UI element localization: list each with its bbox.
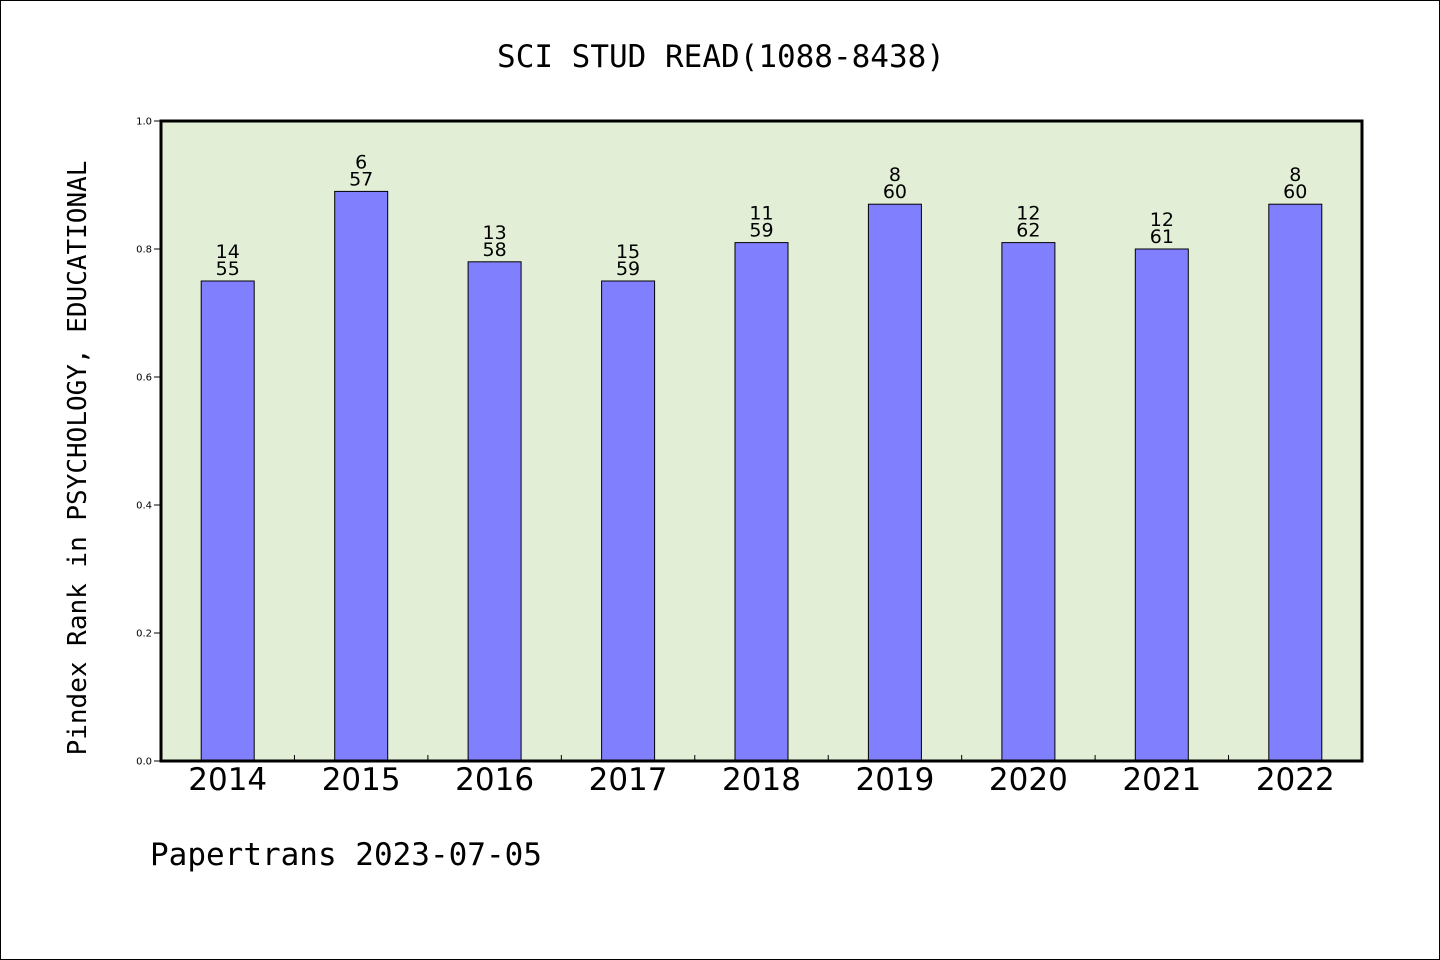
bar-2017 [601, 280, 656, 762]
x-tick-label-2017: 2017 [589, 762, 668, 798]
bar-2021 [1134, 248, 1189, 762]
chart-title: SCI STUD READ(1088-8438) [497, 39, 945, 75]
bar-total-label-2020: 62 [1016, 220, 1040, 242]
bar-total-label-2022: 60 [1283, 181, 1307, 203]
bar-total-label-2016: 58 [483, 239, 507, 261]
bar-rank-label-2016: 13 [483, 222, 507, 244]
y-tick-label-1: 0.2 [136, 629, 152, 640]
bar-total-label-2021: 61 [1150, 226, 1174, 248]
bar-rank-label-2015: 6 [355, 151, 367, 173]
bar-total-label-2018: 59 [749, 220, 773, 242]
x-tick-label-2018: 2018 [722, 762, 801, 798]
bar-rank-label-2014: 14 [216, 241, 240, 263]
y-tick-label-2: 0.4 [136, 501, 152, 512]
x-tick-label-2016: 2016 [455, 762, 534, 798]
bar-rank-label-2018: 11 [749, 203, 773, 225]
x-tick-label-2014: 2014 [188, 762, 267, 798]
y-tick-label-4: 0.8 [136, 245, 152, 256]
bar-2014 [200, 280, 255, 762]
x-tick-label-2020: 2020 [989, 762, 1068, 798]
plot-frame [159, 119, 1364, 763]
bar-2020 [1001, 242, 1056, 762]
bar-rank-label-2017: 15 [616, 241, 640, 263]
bar-2022 [1268, 203, 1323, 762]
bar-2016 [467, 261, 522, 762]
bar-2015 [334, 190, 389, 762]
y-axis-label: Pindex Rank in PSYCHOLOGY, EDUCATIONAL [63, 161, 93, 756]
footer-credit: Papertrans 2023-07-05 [150, 837, 542, 873]
x-tick-label-2019: 2019 [855, 762, 934, 798]
bar-total-label-2019: 60 [883, 181, 907, 203]
bar-rank-label-2020: 12 [1016, 203, 1040, 225]
bar-rank-label-2021: 12 [1150, 209, 1174, 231]
y-tick-label-0: 0.0 [136, 757, 152, 768]
bar-total-label-2017: 59 [616, 258, 640, 280]
bar-rank-label-2019: 8 [889, 164, 901, 186]
y-tick-label-5: 1.0 [136, 117, 152, 128]
bar-total-label-2015: 57 [349, 168, 373, 190]
x-tick-label-2015: 2015 [322, 762, 401, 798]
x-tick-label-2021: 2021 [1122, 762, 1201, 798]
y-tick-label-3: 0.6 [136, 373, 152, 384]
bar-total-label-2014: 55 [216, 258, 240, 280]
bar-rank-label-2022: 8 [1289, 164, 1301, 186]
bar-2019 [867, 203, 922, 762]
bar-2018 [734, 242, 789, 762]
x-tick-label-2022: 2022 [1256, 762, 1335, 798]
